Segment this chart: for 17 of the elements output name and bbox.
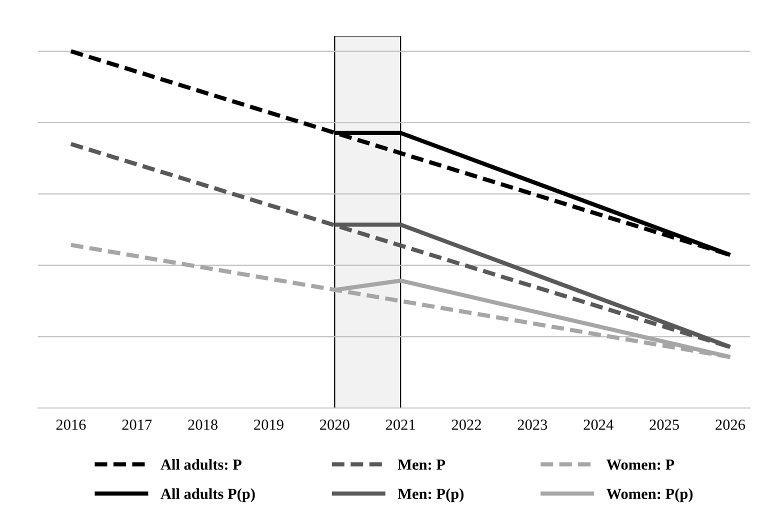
legend-label: Women: P: [606, 460, 674, 470]
x-tick-label: 2026: [716, 420, 746, 430]
legend-label: All adults: P: [160, 459, 242, 470]
legend-label: Men: P(p): [398, 488, 464, 502]
x-tick-label: 2018: [188, 420, 218, 430]
x-tick-label: 2023: [518, 420, 548, 430]
x-tick-label: 2025: [650, 420, 679, 430]
legend-label: All adults P(p): [160, 488, 255, 502]
x-tick-label: 2024: [584, 420, 614, 430]
x-tick-label: 2017: [122, 420, 152, 430]
legend-label: Men: P: [398, 460, 446, 470]
legend-label: Women: P(p): [606, 488, 693, 502]
x-tick-label: 2021: [386, 420, 415, 430]
x-tick-label: 2020: [320, 420, 350, 430]
x-tick-label: 2016: [56, 420, 86, 430]
x-tick-label: 2019: [254, 420, 284, 430]
x-tick-label: 2022: [452, 420, 481, 430]
